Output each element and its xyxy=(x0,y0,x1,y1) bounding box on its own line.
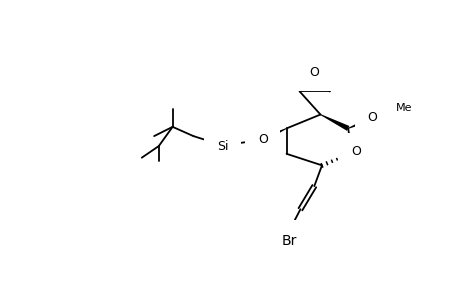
Text: Me: Me xyxy=(395,103,412,112)
Polygon shape xyxy=(347,117,370,129)
Text: O: O xyxy=(366,111,376,124)
Text: O: O xyxy=(257,133,267,146)
Polygon shape xyxy=(260,128,286,142)
Text: O: O xyxy=(309,66,319,79)
Polygon shape xyxy=(319,114,349,131)
Text: Si: Si xyxy=(217,140,228,153)
Text: Br: Br xyxy=(280,234,296,248)
Text: O: O xyxy=(350,145,360,158)
